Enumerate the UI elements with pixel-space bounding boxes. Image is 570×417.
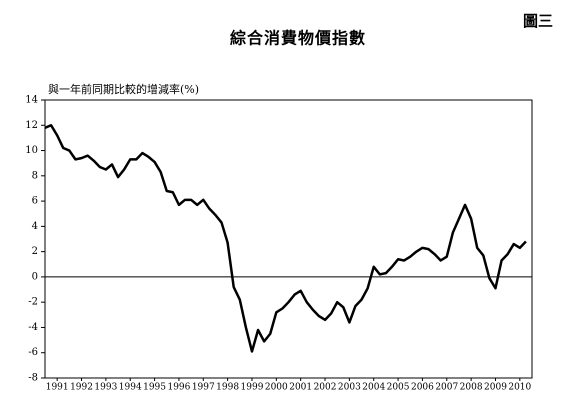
x-tick-label: 2010: [508, 383, 531, 393]
x-tick-label: 1992: [70, 383, 93, 393]
x-tick-label: 2001: [289, 383, 312, 393]
figure-label: 圖三: [523, 12, 553, 30]
y-axis-label: 與一年前同期比較的增減率(%): [48, 82, 199, 96]
x-tick-label: 1994: [119, 383, 142, 393]
plot-frame: [44, 99, 533, 379]
x-tick-label: 2003: [338, 383, 361, 393]
x-tick-label: 1999: [241, 383, 264, 393]
y-tick-label: 10: [25, 145, 38, 156]
x-tick-label: 2005: [387, 383, 410, 393]
y-tick-label: -2: [28, 297, 38, 308]
x-tick-label: 1995: [143, 383, 166, 393]
data-line: [44, 124, 527, 353]
chart-title: 綜合消費物價指數: [230, 29, 366, 48]
x-tick-label: 1991: [46, 383, 69, 393]
y-tick-label: 14: [25, 95, 38, 106]
y-tick-label: -4: [28, 322, 38, 333]
x-tick-label: 2004: [362, 383, 385, 393]
x-tick-label: 2008: [460, 383, 483, 393]
x-tick-label: 2007: [435, 383, 458, 393]
x-tick-label: 2002: [314, 383, 337, 393]
y-tick-label: 4: [32, 221, 38, 232]
x-tick-label: 1997: [192, 383, 215, 393]
x-tick-label: 2009: [484, 383, 507, 393]
y-tick-label: -6: [28, 347, 38, 358]
y-tick-label: -8: [28, 373, 38, 384]
x-tick-label: 1993: [94, 383, 117, 393]
x-tick-label: 2006: [411, 383, 434, 393]
y-tick-label: 12: [25, 120, 38, 131]
y-tick-label: 6: [32, 196, 38, 207]
x-tick-label: 1998: [216, 383, 239, 393]
y-tick-label: 0: [32, 271, 38, 282]
y-tick-label: 8: [32, 170, 38, 181]
x-tick-label: 1996: [167, 383, 190, 393]
y-tick-label: 2: [32, 246, 38, 257]
x-tick-label: 2000: [265, 383, 288, 393]
